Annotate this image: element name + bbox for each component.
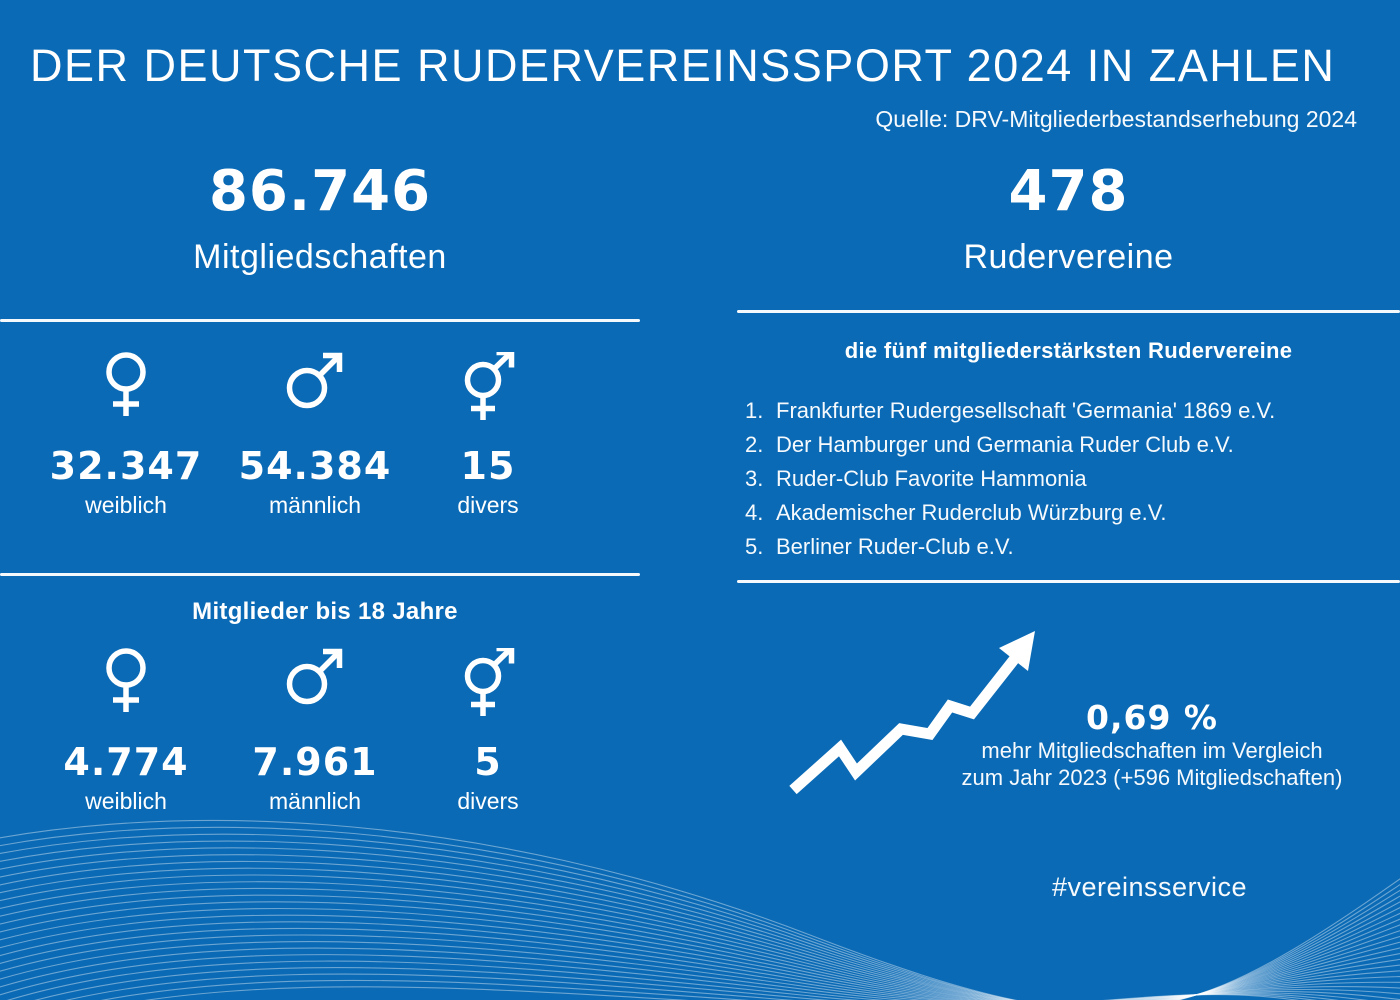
- source-note: Quelle: DRV-Mitgliederbestandserhebung 2…: [875, 106, 1357, 132]
- male-female-icon: [378, 648, 598, 740]
- female-members-label: weiblich: [85, 492, 167, 518]
- club-name: Ruder-Club Favorite Hammonia: [776, 466, 1087, 491]
- male-female-icon: [378, 352, 598, 444]
- female-youth-stat: 4.774 weiblich: [16, 648, 236, 816]
- growth-percent: 0,69 %: [1086, 698, 1218, 737]
- male-icon: [205, 352, 425, 444]
- female-youth-label: weiblich: [85, 788, 167, 814]
- female-members-stat: 32.347 weiblich: [16, 352, 236, 520]
- divider-right-top: [737, 310, 1400, 313]
- growth-arrow-icon: [788, 628, 1040, 805]
- male-members-value: 54.384: [238, 444, 392, 488]
- page-title: DER DEUTSCHE RUDERVEREINSSPORT 2024 IN Z…: [30, 40, 1336, 91]
- list-item: 4. Akademischer Ruderclub Würzburg e.V.: [745, 496, 1400, 530]
- growth-text-block: 0,69 % mehr Mitgliedschaften im Vergleic…: [940, 698, 1364, 791]
- male-youth-value: 7.961: [252, 740, 378, 784]
- male-members-label: männlich: [268, 492, 362, 518]
- female-icon: [16, 352, 236, 444]
- clubs-total-value: 478: [1008, 159, 1129, 224]
- members-by-gender-row: 32.347 weiblich 54.384 männlich: [0, 352, 640, 522]
- male-members-stat: 54.384 männlich: [205, 352, 425, 520]
- male-icon: [205, 648, 425, 740]
- clubs-total: 478 Rudervereine: [737, 159, 1400, 277]
- list-item: 3. Ruder-Club Favorite Hammonia: [745, 462, 1400, 496]
- club-name: Akademischer Ruderclub Würzburg e.V.: [776, 500, 1167, 525]
- female-icon: [16, 648, 236, 740]
- list-item: 2. Der Hamburger und Germania Ruder Club…: [745, 428, 1400, 462]
- diverse-members-value: 15: [460, 444, 516, 488]
- divider-left-bottom: [0, 573, 640, 576]
- club-rank: 5.: [745, 534, 764, 559]
- memberships-total-value: 86.746: [208, 159, 432, 224]
- memberships-total: 86.746 Mitgliedschaften: [0, 159, 640, 277]
- top-clubs-section: die fünf mitgliederstärksten Ruderverein…: [737, 338, 1400, 564]
- male-youth-stat: 7.961 männlich: [205, 648, 425, 816]
- club-rank: 1.: [745, 398, 764, 423]
- male-youth-label: männlich: [268, 788, 362, 814]
- diverse-members-stat: 15 divers: [378, 352, 598, 520]
- top-clubs-list: 1. Frankfurter Rudergesellschaft 'German…: [745, 394, 1400, 564]
- club-name: Berliner Ruder-Club e.V.: [776, 534, 1014, 559]
- list-item: 5. Berliner Ruder-Club e.V.: [745, 530, 1400, 564]
- youth-by-gender-row: 4.774 weiblich 7.961 männlich: [0, 648, 640, 818]
- clubs-total-label: Rudervereine: [963, 238, 1174, 277]
- diverse-youth-value: 5: [474, 740, 502, 784]
- divider-left-top: [0, 319, 640, 322]
- list-item: 1. Frankfurter Rudergesellschaft 'German…: [745, 394, 1400, 428]
- club-name: Der Hamburger und Germania Ruder Club e.…: [776, 432, 1234, 457]
- club-rank: 2.: [745, 432, 764, 457]
- club-name: Frankfurter Rudergesellschaft 'Germania'…: [776, 398, 1276, 423]
- hashtag: #vereinsservice: [1052, 872, 1248, 902]
- top-clubs-heading: die fünf mitgliederstärksten Ruderverein…: [844, 338, 1293, 363]
- female-youth-value: 4.774: [63, 740, 189, 784]
- female-members-value: 32.347: [49, 444, 203, 488]
- club-rank: 4.: [745, 500, 764, 525]
- growth-line-1: mehr Mitgliedschaften im Vergleich: [981, 738, 1323, 763]
- memberships-total-label: Mitgliedschaften: [193, 238, 447, 277]
- growth-line-2: zum Jahr 2023 (+596 Mitgliedschaften): [961, 765, 1343, 790]
- diverse-youth-label: divers: [457, 788, 519, 814]
- divider-right-bottom: [737, 580, 1400, 583]
- youth-section-heading: Mitglieder bis 18 Jahre: [192, 598, 458, 625]
- club-rank: 3.: [745, 466, 764, 491]
- diverse-youth-stat: 5 divers: [378, 648, 598, 816]
- diverse-members-label: divers: [457, 492, 519, 518]
